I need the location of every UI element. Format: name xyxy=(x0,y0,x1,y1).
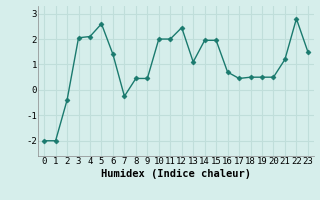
X-axis label: Humidex (Indice chaleur): Humidex (Indice chaleur) xyxy=(101,169,251,179)
